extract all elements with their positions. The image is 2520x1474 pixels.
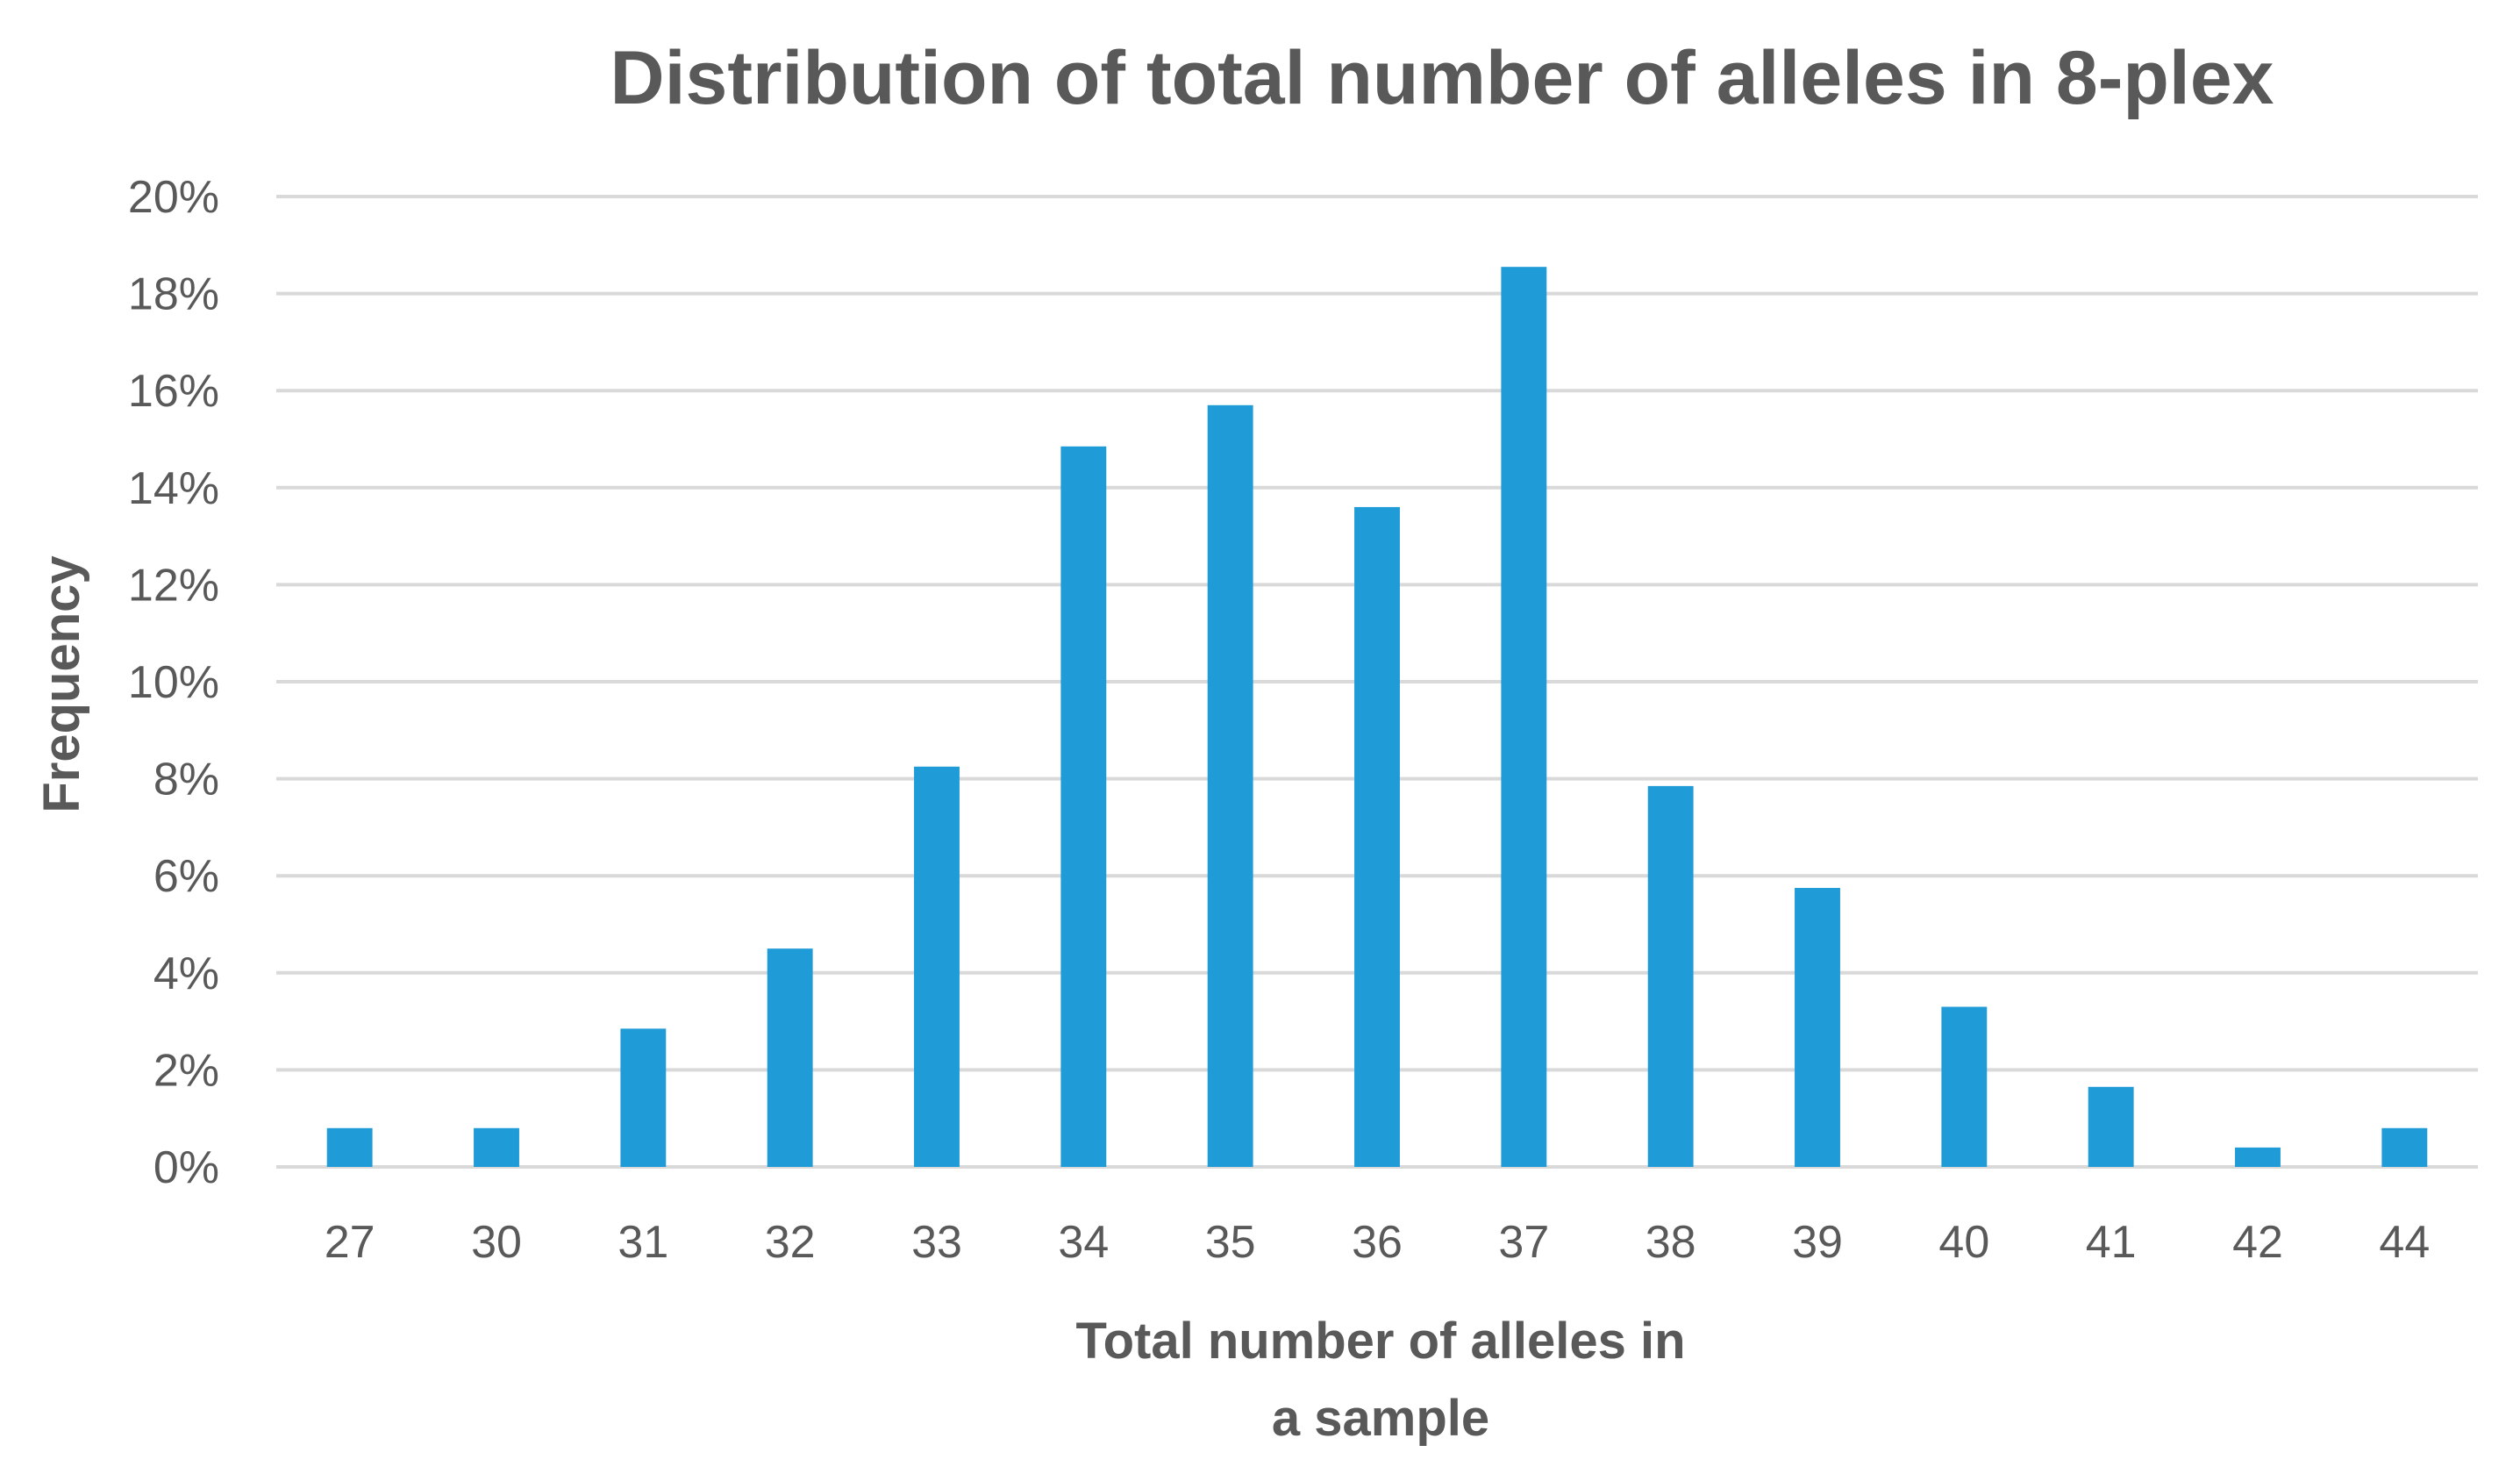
x-tick-label: 35: [1205, 1217, 1256, 1268]
bar-37: [1501, 267, 1547, 1167]
bar-36: [1354, 506, 1400, 1167]
y-tick-label: 20%: [128, 172, 219, 223]
chart-title: Distribution of total number of alleles …: [610, 36, 2274, 120]
bar-38: [1647, 785, 1694, 1167]
x-tick-label: 37: [1498, 1217, 1549, 1268]
bar-34: [1060, 446, 1107, 1167]
x-axis-tick-labels: 27 30 31 32 33 34 35 36 37 38 39 40 41 42 44: [325, 1217, 2431, 1268]
bar-27: [326, 1127, 373, 1167]
bar-44: [2381, 1127, 2428, 1167]
bar-41: [2088, 1086, 2134, 1167]
x-tick-label: 42: [2232, 1217, 2283, 1268]
y-axis-tick-labels: 0% 2% 4% 6% 8% 10% 12% 14% 16% 18% 20%: [128, 172, 219, 1193]
x-tick-label: 40: [1938, 1217, 1989, 1268]
y-tick-label: 16%: [128, 366, 219, 417]
x-tick-label: 31: [618, 1217, 668, 1268]
x-tick-label: 32: [765, 1217, 816, 1268]
bars: [326, 267, 2428, 1167]
x-axis-title-line-2: a sample: [1272, 1390, 1489, 1447]
y-tick-label: 8%: [153, 755, 219, 805]
bar-42: [2235, 1147, 2281, 1167]
y-tick-label: 18%: [128, 269, 219, 320]
bar-32: [767, 948, 813, 1167]
bar-30: [474, 1127, 519, 1167]
bar-39: [1795, 888, 1840, 1167]
y-tick-label: 10%: [128, 657, 219, 708]
y-tick-label: 0%: [153, 1142, 219, 1193]
bar-31: [620, 1028, 667, 1167]
x-tick-label: 27: [325, 1217, 375, 1268]
bar-33: [914, 766, 960, 1167]
x-tick-label: 33: [911, 1217, 962, 1268]
x-tick-label: 44: [2379, 1217, 2430, 1268]
x-tick-label: 38: [1645, 1217, 1696, 1268]
x-tick-label: 30: [471, 1217, 522, 1268]
x-tick-label: 36: [1352, 1217, 1403, 1268]
y-axis-title: Frequency: [33, 555, 90, 812]
bar-35: [1207, 404, 1253, 1167]
y-tick-label: 4%: [153, 948, 219, 999]
x-tick-label: 34: [1058, 1217, 1109, 1268]
bar-40: [1941, 1006, 1988, 1167]
x-tick-label: 41: [2086, 1217, 2137, 1268]
y-tick-label: 14%: [128, 463, 219, 514]
y-tick-label: 2%: [153, 1045, 219, 1096]
y-tick-label: 6%: [153, 851, 219, 902]
x-axis-title-line-1: Total number of alleles in: [1075, 1313, 1685, 1370]
y-tick-label: 12%: [128, 560, 219, 611]
x-tick-label: 39: [1792, 1217, 1843, 1268]
